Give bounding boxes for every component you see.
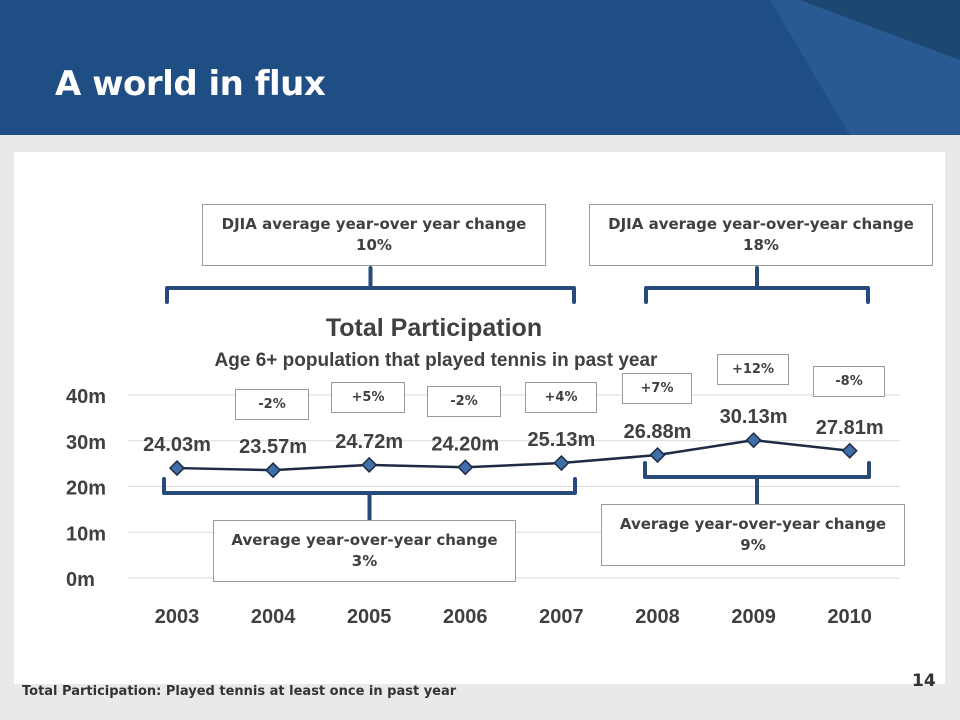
bracket-avg-2003-2007: [162, 477, 577, 522]
data-point-2004: [265, 462, 282, 479]
slide-header: A world in flux: [0, 0, 960, 135]
avg-left-line1: Average year-over-year change: [231, 531, 498, 549]
data-label-2004: 23.57m: [239, 436, 307, 458]
data-point-2005: [361, 456, 378, 473]
page-number: 14: [912, 671, 936, 691]
yoy-change-2008: +7%: [622, 373, 692, 404]
data-points: [168, 432, 858, 479]
x-axis-tick-labels: 2003 2004 2005 2006 2007 2008 2009 2010: [155, 606, 872, 628]
data-label-2005: 24.72m: [335, 431, 403, 453]
yoy-change-2007: +4%: [525, 382, 597, 413]
djia-callout-right: DJIA average year-over-year change 18%: [589, 204, 933, 266]
x-tick-2010: 2010: [827, 606, 872, 628]
bracket-djia-2003-2007: [165, 266, 576, 304]
yoy-change-2009: +12%: [717, 354, 789, 385]
data-label-2010: 27.81m: [816, 417, 884, 439]
yoy-change-2010: -8%: [813, 366, 885, 397]
data-point-2006: [457, 459, 474, 476]
djia-callout-left: DJIA average year-over year change 10%: [202, 204, 546, 266]
avg-right-line2: 9%: [740, 536, 766, 554]
y-tick-20m: 20m: [66, 478, 106, 500]
x-tick-2006: 2006: [443, 606, 488, 628]
x-tick-2007: 2007: [539, 606, 584, 628]
yoy-change-2006: -2%: [427, 386, 501, 417]
y-tick-10m: 10m: [66, 523, 106, 545]
avg-right-line1: Average year-over-year change: [619, 515, 887, 533]
data-point-2003: [168, 460, 186, 477]
data-label-2003: 24.03m: [143, 434, 211, 456]
djia-right-line2: 18%: [743, 236, 779, 254]
chart-subtitle: Age 6+ population that played tennis in …: [215, 350, 658, 371]
x-tick-2003: 2003: [155, 606, 200, 628]
avg-callout-right: Average year-over-year change 9%: [601, 504, 905, 566]
data-label-2007: 25.13m: [527, 429, 595, 451]
header-banner: [0, 0, 960, 135]
yoy-change-2005: +5%: [331, 382, 405, 413]
y-tick-0m: 0m: [66, 569, 95, 591]
series-line: [176, 438, 850, 472]
avg-left-line2: 3%: [351, 552, 378, 570]
slide-title: A world in flux: [55, 64, 326, 104]
data-label-2008: 26.88m: [624, 421, 692, 443]
chart-title: Total Participation: [326, 314, 542, 342]
footnote: Total Participation: Played tennis at le…: [22, 684, 457, 699]
x-tick-2004: 2004: [251, 606, 296, 628]
x-tick-2005: 2005: [347, 606, 392, 628]
yoy-change-2004: -2%: [235, 389, 309, 420]
djia-left-line1: DJIA average year-over year change: [221, 215, 527, 233]
data-label-2009: 30.13m: [720, 406, 788, 428]
y-tick-40m: 40m: [66, 386, 106, 408]
djia-right-line1: DJIA average year-over-year change: [608, 215, 914, 233]
bracket-djia-2008-2010: [644, 266, 870, 304]
chart-brackets: [162, 266, 871, 522]
data-label-2006: 24.20m: [431, 433, 499, 455]
djia-left-line2: 10%: [356, 236, 392, 254]
y-tick-30m: 30m: [66, 432, 106, 454]
data-point-2008: [649, 446, 666, 464]
data-point-2007: [553, 454, 570, 472]
avg-callout-left: Average year-over-year change 3%: [213, 520, 516, 582]
x-tick-2009: 2009: [731, 606, 776, 628]
data-labels: 24.03m 23.57m 24.72m 24.20m 25.13m 26.88m 30.1…: [143, 406, 884, 458]
bracket-avg-2008-2010: [643, 461, 871, 506]
data-point-2009: [745, 432, 762, 449]
y-axis-tick-labels: 0m 10m 20m 30m 40m: [66, 386, 106, 591]
x-tick-2008: 2008: [635, 606, 680, 628]
data-point-2010: [841, 442, 858, 459]
participation-line: [176, 438, 850, 472]
